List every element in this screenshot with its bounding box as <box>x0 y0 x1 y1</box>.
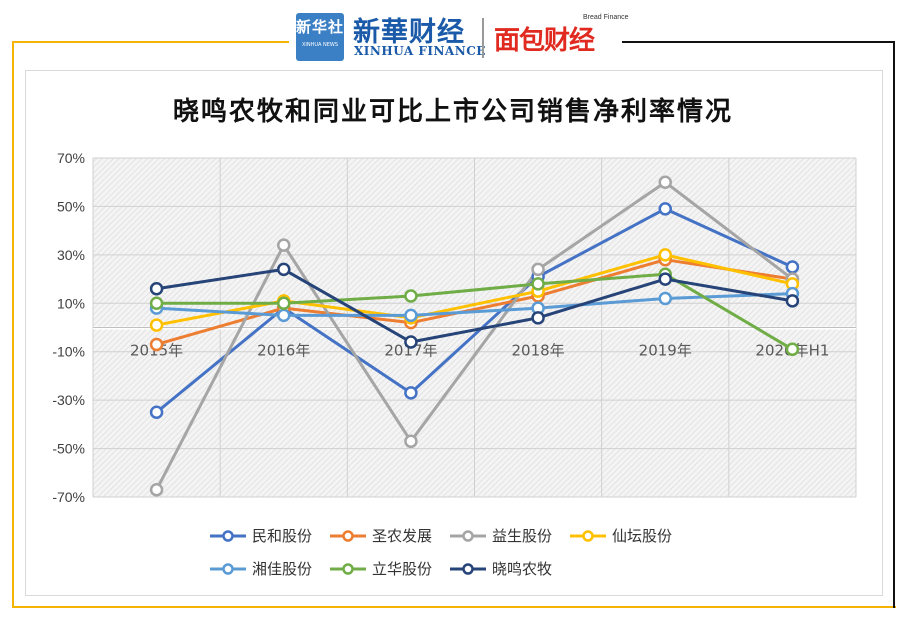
series-line-4 <box>156 292 793 317</box>
legend-item: 民和股份 <box>208 525 312 546</box>
chart-title: 晓鸣农牧和同业可比上市公司销售净利率情况 <box>172 97 733 127</box>
data-point <box>531 277 545 291</box>
xinhua-news-logo: 新华社 XINHUA NEWS <box>296 13 344 61</box>
data-point <box>277 238 291 252</box>
data-point <box>531 311 545 325</box>
series-line-0 <box>155 207 794 414</box>
frame-border-top-left <box>12 41 289 43</box>
data-point <box>404 289 418 303</box>
x-tick-label: 2019年 <box>639 342 692 360</box>
y-tick-label: 50% <box>57 198 85 214</box>
x-tick-label: 2016年 <box>257 342 310 360</box>
legend-label: 立华股份 <box>372 560 433 578</box>
frame-border-bottom <box>12 606 896 608</box>
data-point <box>149 296 164 311</box>
data-point <box>149 282 164 296</box>
data-point <box>658 248 672 262</box>
legend-item: 立华股份 <box>328 558 432 579</box>
legend-label: 湘佳股份 <box>252 560 313 578</box>
data-point <box>277 296 291 311</box>
y-tick-label: -50% <box>52 441 85 457</box>
series-line-5 <box>156 272 794 351</box>
data-point <box>149 337 164 352</box>
series-line-3 <box>156 253 793 327</box>
data-point <box>149 405 164 419</box>
data-point <box>531 262 545 277</box>
bread-finance-cn-logo: 面包财经 <box>494 26 595 56</box>
series-line-2 <box>155 180 794 491</box>
data-point <box>404 434 418 449</box>
data-point <box>277 308 291 323</box>
y-tick-label: -70% <box>52 489 85 505</box>
data-point <box>404 386 418 400</box>
data-point <box>658 175 672 189</box>
y-tick-label: 70% <box>57 150 85 166</box>
frame-border-right <box>893 41 895 608</box>
legend-swatch-icon <box>330 529 367 542</box>
legend-swatch-icon <box>330 562 367 575</box>
xinhua-finance-cn-logo: 新華财经 <box>353 17 465 48</box>
y-tick-label: 10% <box>57 295 85 311</box>
legend-item: 益生股份 <box>448 525 552 546</box>
legend-swatch-icon <box>570 529 607 542</box>
legend-swatch-icon <box>210 529 246 542</box>
y-tick-label: 30% <box>57 247 85 263</box>
logo-line1: 新华社 <box>296 18 345 36</box>
logo-line2: XINHUA NEWS <box>301 42 339 48</box>
data-point <box>785 260 800 274</box>
data-point <box>785 342 800 357</box>
legend-item: 晓鸣农牧 <box>448 558 552 579</box>
data-point <box>658 272 672 286</box>
data-point <box>277 262 291 277</box>
legend-label: 圣农发展 <box>372 527 433 545</box>
data-point <box>658 291 672 306</box>
y-tick-label: -10% <box>52 344 85 360</box>
legend-label: 益生股份 <box>492 527 553 545</box>
legend-row-1: 民和股份 圣农发展 益生股份 仙坛股份 <box>208 525 688 546</box>
legend-swatch-icon <box>450 562 487 575</box>
frame-border-top-right <box>622 41 895 43</box>
data-point <box>658 202 672 216</box>
bread-finance-en-logo: Bread Finance <box>583 14 629 21</box>
data-point <box>404 335 418 349</box>
x-tick-label: 2017年 <box>384 342 437 360</box>
legend-label: 晓鸣农牧 <box>492 560 553 578</box>
legend-row-2: 湘佳股份 立华股份 晓鸣农牧 <box>208 558 568 579</box>
legend-label: 仙坛股份 <box>612 527 673 545</box>
legend-item: 湘佳股份 <box>208 558 312 579</box>
data-point <box>149 318 164 332</box>
legend-label: 民和股份 <box>252 527 313 545</box>
xinhua-finance-en-logo: XINHUA FINANCE <box>354 44 486 58</box>
logo-divider <box>482 18 484 58</box>
data-point <box>149 482 164 497</box>
frame-border-left <box>12 41 14 608</box>
y-tick-label: -30% <box>52 392 85 408</box>
series-line-6 <box>156 267 793 344</box>
x-tick-label: 2018年 <box>511 342 564 360</box>
legend-swatch-icon <box>450 529 487 542</box>
data-point <box>404 308 418 323</box>
legend-swatch-icon <box>210 562 246 575</box>
data-point <box>785 294 800 308</box>
legend-item: 圣农发展 <box>328 525 432 546</box>
legend-item: 仙坛股份 <box>568 525 672 546</box>
